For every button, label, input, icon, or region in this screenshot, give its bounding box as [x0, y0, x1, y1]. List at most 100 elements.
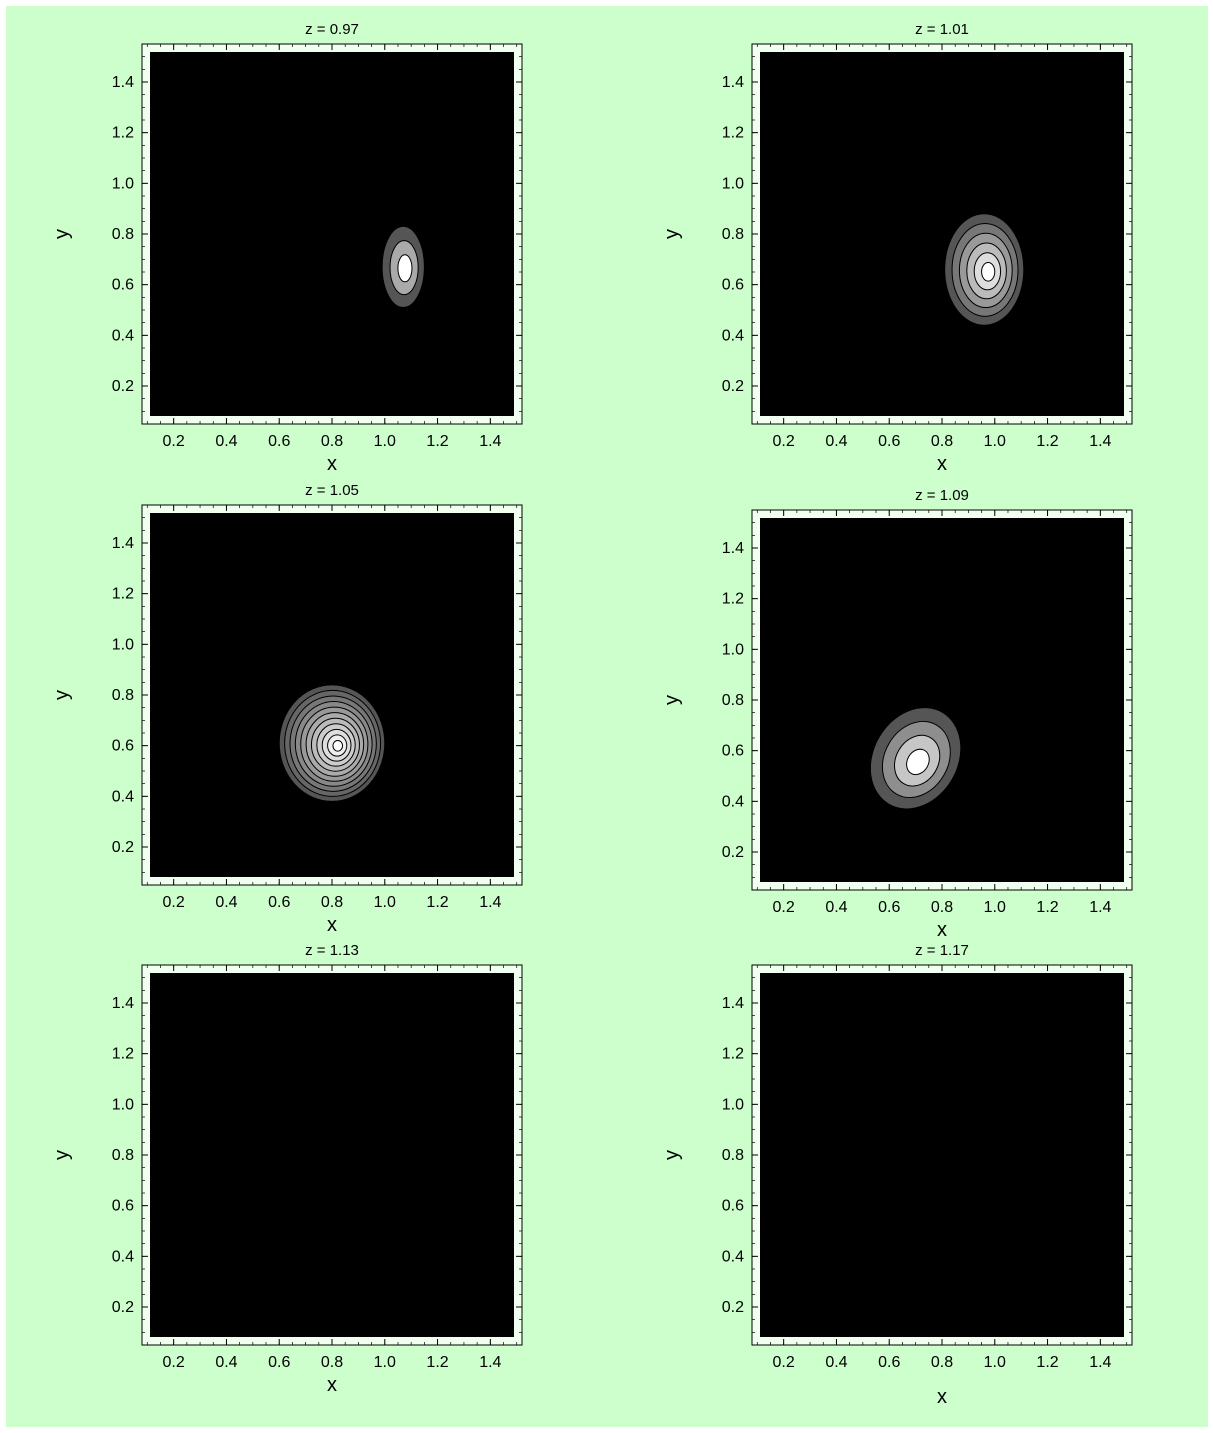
x-tick-label: 1.0 [984, 1354, 1006, 1371]
ticks [142, 505, 522, 885]
x-tick-label: 1.4 [1089, 899, 1111, 916]
y-tick-label: 0.6 [722, 1198, 744, 1215]
figure: z = 0.97 0.2 0.4 0.6 0.8 1.0 1.2 1.4 0.2 0.4 0.6 0.… [6, 6, 1208, 1427]
contour-panel-z-1-01: z = 1.01 0.2 0.4 0.6 0.8 1.0 1.2 1.4 0.2 0.4 0.6 0.… [661, 16, 1164, 478]
y-tick-label: 1.0 [112, 1096, 134, 1113]
y-tick-label: 0.6 [722, 277, 744, 294]
x-tick-label: 0.8 [321, 433, 343, 450]
y-tick-label: 1.2 [722, 591, 744, 608]
panel-title: z = 1.13 [305, 942, 359, 959]
x-tick-label: 0.4 [215, 894, 237, 911]
y-tick-label: 1.2 [112, 1046, 134, 1063]
contour-level [981, 262, 996, 282]
x-tick-label: 0.6 [878, 433, 900, 450]
x-tick-label: 0.6 [268, 894, 290, 911]
x-tick-label: 1.4 [479, 1354, 501, 1371]
ticks [752, 44, 1132, 424]
x-tick-label: 0.2 [163, 1354, 185, 1371]
y-tick-label: 0.2 [722, 1299, 744, 1316]
y-tick-label: 1.2 [722, 1046, 744, 1063]
x-tick-label: 0.4 [825, 433, 847, 450]
x-tick-label: 1.2 [426, 894, 448, 911]
y-tick-label: 0.8 [112, 687, 134, 704]
contour-plot: z = 1.17 0.2 0.4 0.6 0.8 1.0 1.2 1.4 0.2 0.4 0.6 0.… [661, 942, 1133, 1408]
y-tick-label: 0.4 [112, 788, 134, 805]
y-tick-label: 0.8 [112, 226, 134, 243]
x-tick-label: 0.6 [878, 1354, 900, 1371]
x-axis-label: x [327, 914, 337, 936]
x-tick-label: 1.0 [374, 894, 396, 911]
y-axis-label: y [51, 690, 73, 700]
y-tick-label: 0.4 [722, 793, 744, 810]
contour-group [869, 707, 962, 810]
y-tick-label: 0.4 [722, 327, 744, 344]
y-axis-label: y [661, 229, 683, 239]
x-tick-label: 0.8 [321, 1354, 343, 1371]
contour-panel-z-1-13: z = 1.13 0.2 0.4 0.6 0.8 1.0 1.2 1.4 0.2 0.4 0.6 0.… [51, 937, 554, 1399]
contour-group [944, 213, 1025, 326]
x-tick-label: 0.4 [825, 899, 847, 916]
y-tick-label: 0.6 [112, 738, 134, 755]
plot-area [760, 518, 1124, 882]
x-tick-label: 0.4 [215, 1354, 237, 1371]
x-tick-label: 0.8 [931, 433, 953, 450]
x-axis-label: x [327, 1374, 337, 1396]
y-axis-label: y [51, 1150, 73, 1160]
x-tick-label: 0.2 [773, 433, 795, 450]
contour-group [381, 225, 425, 308]
x-axis-label: x [937, 453, 947, 475]
y-tick-label: 0.4 [112, 327, 134, 344]
x-tick-label: 1.2 [426, 1354, 448, 1371]
x-tick-label: 1.4 [1089, 1354, 1111, 1371]
x-tick-label: 1.0 [374, 1354, 396, 1371]
y-tick-label: 1.4 [722, 74, 744, 91]
y-axis-label: y [661, 695, 683, 705]
contour-group [278, 684, 386, 802]
contour-plot: z = 1.05 0.2 0.4 0.6 0.8 1.0 1.2 1.4 0.2 0.4 0.6 0.… [51, 482, 523, 936]
ticks [752, 510, 1132, 890]
y-tick-label: 0.6 [112, 277, 134, 294]
ticks [142, 965, 522, 1345]
y-tick-label: 0.8 [112, 1147, 134, 1164]
x-tick-label: 1.2 [426, 433, 448, 450]
y-tick-label: 1.4 [112, 535, 134, 552]
x-tick-label: 0.8 [321, 894, 343, 911]
contour-plot: z = 1.09 0.2 0.4 0.6 0.8 1.0 1.2 1.4 0.2 0.4 0.6 0.… [661, 487, 1133, 941]
contour-level [397, 254, 413, 283]
y-axis-label: y [661, 1150, 683, 1160]
x-tick-label: 0.2 [773, 899, 795, 916]
x-tick-label: 0.6 [878, 899, 900, 916]
y-tick-label: 1.0 [112, 636, 134, 653]
y-tick-label: 1.0 [722, 1096, 744, 1113]
x-tick-label: 1.4 [1089, 433, 1111, 450]
contour-plot: z = 0.97 0.2 0.4 0.6 0.8 1.0 1.2 1.4 0.2 0.4 0.6 0.… [51, 21, 523, 475]
panel-title: z = 0.97 [305, 21, 359, 38]
y-tick-label: 0.2 [112, 378, 134, 395]
y-tick-label: 0.8 [722, 692, 744, 709]
contour-panel-z-0-97: z = 0.97 0.2 0.4 0.6 0.8 1.0 1.2 1.4 0.2 0.4 0.6 0.… [51, 16, 554, 478]
x-tick-label: 1.2 [1036, 433, 1058, 450]
y-tick-label: 0.2 [722, 378, 744, 395]
x-tick-label: 0.4 [215, 433, 237, 450]
x-axis-label: x [327, 453, 337, 475]
x-tick-label: 1.4 [479, 433, 501, 450]
x-tick-label: 1.0 [984, 433, 1006, 450]
panel-title: z = 1.09 [915, 487, 969, 504]
y-tick-label: 0.4 [112, 1248, 134, 1265]
x-tick-label: 1.2 [1036, 1354, 1058, 1371]
plot-area [760, 973, 1124, 1337]
contour-plot: z = 1.13 0.2 0.4 0.6 0.8 1.0 1.2 1.4 0.2 0.4 0.6 0.… [51, 942, 523, 1396]
y-tick-label: 1.4 [112, 74, 134, 91]
y-tick-label: 1.0 [112, 175, 134, 192]
y-tick-label: 0.6 [112, 1198, 134, 1215]
contour-panel-z-1-05: z = 1.05 0.2 0.4 0.6 0.8 1.0 1.2 1.4 0.2 0.4 0.6 0.… [51, 477, 554, 939]
contour-level [332, 739, 344, 752]
y-tick-label: 1.4 [722, 540, 744, 557]
x-axis-label: x [937, 1386, 947, 1408]
y-tick-label: 0.2 [722, 844, 744, 861]
panel-title: z = 1.05 [305, 482, 359, 499]
y-axis-label: y [51, 229, 73, 239]
x-tick-label: 0.2 [163, 894, 185, 911]
x-tick-label: 0.2 [773, 1354, 795, 1371]
panel-title: z = 1.01 [915, 21, 969, 38]
